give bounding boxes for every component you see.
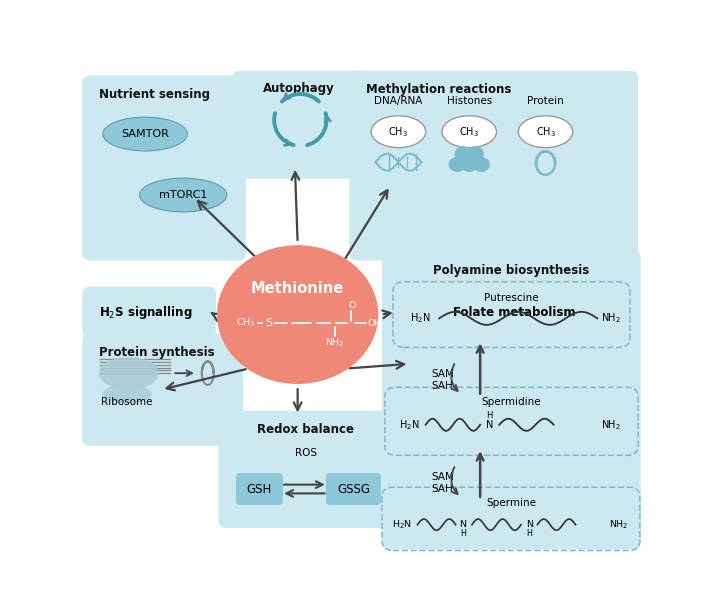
Text: SAH: SAH: [431, 381, 453, 392]
Ellipse shape: [371, 116, 426, 147]
Text: Histones: Histones: [446, 96, 492, 106]
Text: H: H: [460, 529, 465, 538]
Text: N: N: [459, 520, 466, 529]
Text: CH$_3$: CH$_3$: [389, 125, 408, 139]
Text: CH$_3$: CH$_3$: [459, 125, 479, 139]
Text: SAMTOR: SAMTOR: [121, 129, 169, 139]
Text: Methionine: Methionine: [251, 281, 344, 297]
Text: NH$_2$: NH$_2$: [610, 518, 628, 531]
FancyBboxPatch shape: [82, 286, 216, 338]
Text: O: O: [349, 301, 356, 310]
Circle shape: [472, 157, 490, 172]
Text: N: N: [486, 420, 493, 430]
Ellipse shape: [103, 384, 152, 403]
Text: NH$_2$: NH$_2$: [325, 336, 344, 349]
FancyBboxPatch shape: [382, 252, 641, 549]
Text: Spermine: Spermine: [486, 498, 536, 508]
Ellipse shape: [140, 178, 227, 212]
Text: H$_2$N: H$_2$N: [410, 311, 430, 325]
Ellipse shape: [518, 116, 573, 147]
Text: Putrescine: Putrescine: [484, 293, 538, 303]
Text: GSH: GSH: [247, 482, 272, 496]
Text: OH: OH: [368, 319, 382, 328]
Text: H: H: [527, 529, 532, 538]
Text: Redox balance: Redox balance: [257, 423, 354, 437]
Text: Autophagy: Autophagy: [263, 82, 335, 96]
Text: Ribosome: Ribosome: [101, 397, 153, 407]
Text: SAH: SAH: [431, 485, 453, 495]
FancyBboxPatch shape: [232, 71, 366, 178]
Text: CH$_3$: CH$_3$: [536, 125, 555, 139]
Text: Protein synthesis: Protein synthesis: [98, 346, 214, 359]
Text: ROS: ROS: [295, 448, 317, 458]
Ellipse shape: [103, 117, 187, 151]
Text: Methylation reactions: Methylation reactions: [366, 83, 511, 96]
FancyBboxPatch shape: [349, 71, 638, 261]
Circle shape: [455, 146, 472, 161]
Ellipse shape: [98, 357, 159, 390]
Circle shape: [467, 146, 484, 161]
Text: Polyamine biosynthesis: Polyamine biosynthesis: [433, 264, 590, 277]
Text: H: H: [486, 411, 493, 420]
Text: Folate metabolism: Folate metabolism: [453, 306, 576, 319]
Text: SAM: SAM: [431, 473, 454, 482]
Text: DNA/RNA: DNA/RNA: [374, 96, 423, 106]
Text: H$_2$N: H$_2$N: [399, 418, 420, 432]
Text: Spermidine: Spermidine: [482, 397, 541, 407]
Text: CH$_3$: CH$_3$: [236, 317, 256, 329]
FancyBboxPatch shape: [390, 286, 638, 338]
Text: Nutrient sensing: Nutrient sensing: [98, 88, 209, 101]
Ellipse shape: [442, 116, 496, 147]
Circle shape: [460, 157, 478, 172]
Text: N: N: [526, 520, 533, 529]
Text: S: S: [265, 318, 272, 328]
FancyBboxPatch shape: [236, 473, 283, 505]
FancyBboxPatch shape: [82, 76, 246, 261]
Text: NH$_2$: NH$_2$: [601, 418, 621, 432]
Text: GSSG: GSSG: [337, 482, 370, 496]
Text: Protein: Protein: [527, 96, 564, 106]
Text: H$_2$S signalling: H$_2$S signalling: [98, 304, 193, 321]
Text: NH$_2$: NH$_2$: [601, 311, 621, 325]
Circle shape: [217, 245, 378, 384]
Text: SAM: SAM: [431, 369, 454, 379]
FancyBboxPatch shape: [82, 333, 243, 446]
Text: H$_2$N: H$_2$N: [392, 518, 412, 531]
FancyBboxPatch shape: [219, 410, 393, 528]
FancyBboxPatch shape: [326, 473, 381, 505]
Text: mTORC1: mTORC1: [159, 190, 207, 200]
Circle shape: [449, 157, 466, 172]
